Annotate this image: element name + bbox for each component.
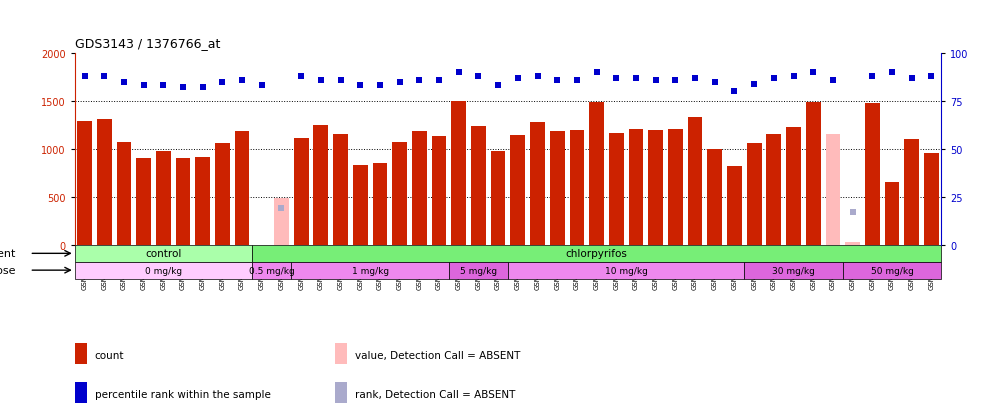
Bar: [609, 133, 623, 245]
Bar: [292, 262, 449, 279]
Bar: [252, 245, 941, 262]
Bar: [786, 128, 801, 245]
Text: 1 mg/kg: 1 mg/kg: [352, 266, 388, 275]
Bar: [707, 150, 722, 245]
Bar: [215, 144, 230, 245]
Text: 5 mg/kg: 5 mg/kg: [460, 266, 497, 275]
Text: dose: dose: [0, 266, 16, 275]
Bar: [590, 102, 604, 245]
Bar: [156, 152, 170, 245]
Bar: [491, 152, 506, 245]
Bar: [335, 344, 348, 364]
Bar: [235, 131, 249, 245]
Text: 0 mg/kg: 0 mg/kg: [144, 266, 182, 275]
Bar: [648, 131, 663, 245]
Text: 50 mg/kg: 50 mg/kg: [871, 266, 913, 275]
Bar: [826, 134, 841, 245]
Text: count: count: [95, 350, 124, 360]
Bar: [904, 140, 919, 245]
Bar: [353, 166, 368, 245]
Bar: [806, 102, 821, 245]
Text: 10 mg/kg: 10 mg/kg: [605, 266, 647, 275]
Bar: [846, 242, 860, 245]
Bar: [392, 143, 407, 245]
Bar: [412, 131, 426, 245]
Bar: [570, 131, 585, 245]
Text: 0.5 mg/kg: 0.5 mg/kg: [249, 266, 295, 275]
Bar: [865, 104, 879, 245]
Bar: [471, 126, 486, 245]
Bar: [924, 153, 939, 245]
Bar: [884, 183, 899, 245]
Bar: [727, 167, 742, 245]
Bar: [747, 144, 762, 245]
Bar: [510, 136, 525, 245]
Bar: [668, 129, 682, 245]
Bar: [530, 123, 545, 245]
Bar: [687, 118, 702, 245]
Text: value, Detection Call = ABSENT: value, Detection Call = ABSENT: [355, 350, 520, 360]
Bar: [294, 139, 309, 245]
Bar: [767, 134, 781, 245]
Text: percentile rank within the sample: percentile rank within the sample: [95, 389, 271, 399]
Bar: [550, 131, 565, 245]
Text: control: control: [145, 249, 181, 259]
Bar: [252, 262, 291, 279]
Bar: [77, 122, 92, 245]
Bar: [334, 134, 348, 245]
Text: 30 mg/kg: 30 mg/kg: [772, 266, 815, 275]
Text: agent: agent: [0, 249, 16, 259]
Bar: [274, 198, 289, 245]
Bar: [97, 120, 112, 245]
Text: chlorpyrifos: chlorpyrifos: [566, 249, 627, 259]
Bar: [628, 129, 643, 245]
Bar: [75, 382, 88, 403]
Bar: [175, 158, 190, 245]
Text: GDS3143 / 1376766_at: GDS3143 / 1376766_at: [75, 37, 220, 50]
Bar: [314, 126, 329, 245]
Bar: [843, 262, 941, 279]
Bar: [508, 262, 744, 279]
Bar: [373, 164, 387, 245]
Bar: [431, 137, 446, 245]
Bar: [117, 143, 131, 245]
Bar: [335, 382, 348, 403]
Bar: [451, 102, 466, 245]
Bar: [75, 344, 88, 364]
Bar: [136, 158, 151, 245]
Bar: [75, 245, 252, 262]
Bar: [195, 157, 210, 245]
Bar: [75, 262, 252, 279]
Bar: [449, 262, 508, 279]
Text: rank, Detection Call = ABSENT: rank, Detection Call = ABSENT: [355, 389, 515, 399]
Bar: [744, 262, 843, 279]
